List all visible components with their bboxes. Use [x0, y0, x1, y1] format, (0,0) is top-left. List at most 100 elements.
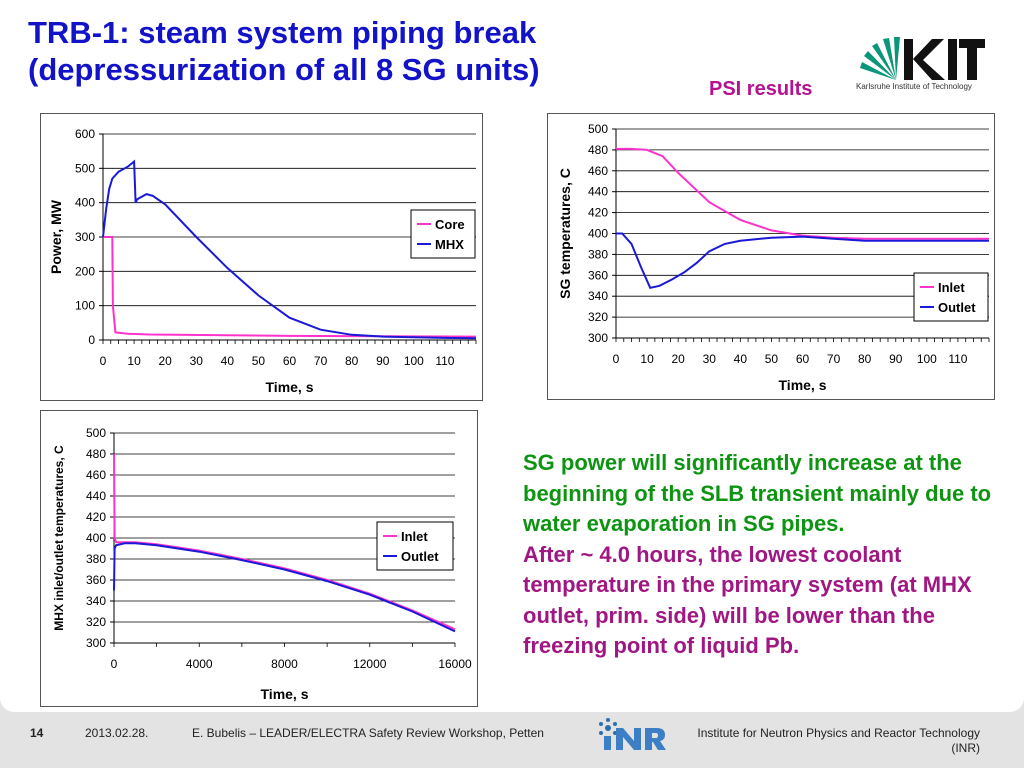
x-tick-label: 50 — [252, 354, 266, 368]
footer-institute: Institute for Neutron Physics and Reacto… — [678, 726, 980, 756]
power-chart: 0 100 200 300 400 500 600 0 10 20 30 40 50 60 70 80 90 10… — [48, 127, 477, 395]
y-tick-label: 300 — [86, 636, 106, 650]
y-tick-label: 100 — [75, 299, 95, 313]
legend-label: Core — [435, 217, 465, 232]
footer-event: E. Bubelis – LEADER/ELECTRA Safety Revie… — [192, 726, 544, 740]
x-tick-label: 0 — [100, 354, 107, 368]
x-tick-label: 40 — [221, 354, 235, 368]
psi-results-label: PSI results — [709, 78, 813, 100]
text-green: SG power will significantly increase at … — [523, 450, 992, 536]
inr-logo — [599, 718, 666, 750]
y-tick-label: 460 — [588, 164, 608, 178]
footer: 14 2013.02.28. E. Bubelis – LEADER/ELECT… — [0, 712, 1024, 768]
mhx-temperature-chart: 300 320 340 360 380 400 420 440 460 480 500 0 4000 80… — [52, 426, 472, 702]
series-line-inlet — [616, 147, 989, 240]
y-tick-label: 460 — [86, 468, 106, 482]
x-tick-label: 30 — [703, 352, 717, 366]
x-tick-label: 16000 — [438, 657, 472, 671]
x-tick-label: 30 — [190, 354, 204, 368]
y-tick-label: 500 — [75, 161, 95, 175]
legend-label: Inlet — [401, 529, 428, 544]
x-tick-label: 70 — [314, 354, 328, 368]
x-tick-label: 100 — [404, 354, 424, 368]
explanation-text: SG power will significantly increase at … — [523, 448, 1003, 662]
series-line-mhx — [102, 159, 477, 340]
x-tick-label: 12000 — [353, 657, 387, 671]
y-tick-label: 200 — [75, 264, 95, 278]
y-tick-label: 500 — [86, 426, 106, 440]
y-tick-label: 400 — [75, 196, 95, 210]
x-tick-label: 80 — [858, 352, 872, 366]
y-tick-label: 400 — [86, 531, 106, 545]
x-tick-label: 70 — [827, 352, 841, 366]
page-number: 14 — [30, 726, 44, 740]
series-line-core — [103, 236, 477, 338]
legend-label: MHX — [435, 237, 464, 252]
y-tick-label: 600 — [75, 127, 95, 141]
y-tick-label: 440 — [86, 489, 106, 503]
y-tick-label: 400 — [588, 227, 608, 241]
y-tick-label: 420 — [86, 510, 106, 524]
y-tick-label: 380 — [588, 247, 608, 261]
y-tick-label: 320 — [86, 615, 106, 629]
x-tick-label: 60 — [796, 352, 810, 366]
x-axis-title: Time, s — [779, 377, 827, 393]
y-tick-label: 340 — [86, 594, 106, 608]
y-tick-label: 500 — [588, 122, 608, 136]
x-tick-label: 40 — [734, 352, 748, 366]
x-tick-label: 60 — [283, 354, 297, 368]
chart-panel-power: 0 100 200 300 400 500 600 0 10 20 30 40 50 60 70 80 90 10… — [40, 113, 483, 401]
y-tick-label: 380 — [86, 552, 106, 566]
title-line-2: (depressurization of all 8 SG units) — [28, 52, 540, 87]
y-tick-label: 0 — [88, 333, 95, 347]
kit-caption: Karlsruhe Institute of Technology — [856, 82, 972, 91]
y-tick-label: 340 — [588, 289, 608, 303]
x-tick-label: 10 — [127, 354, 141, 368]
y-tick-label: 420 — [588, 206, 608, 220]
title-line-1: TRB-1: steam system piping break — [28, 15, 537, 50]
institute-line-1: Institute for Neutron Physics and Reacto… — [697, 726, 980, 740]
slide: TRB-1: steam system piping break (depres… — [0, 0, 1024, 712]
legend-box — [913, 272, 989, 322]
slide-title: TRB-1: steam system piping break (depres… — [28, 14, 628, 88]
kit-logo — [860, 37, 985, 80]
x-tick-label: 20 — [158, 354, 172, 368]
x-tick-label: 90 — [376, 354, 390, 368]
chart-panel-sg-temperatures: 300 320 340 360 380 400 420 440 460 480 500 0 10 20 30… — [547, 113, 995, 400]
chart-panel-mhx-temperatures: 300 320 340 360 380 400 420 440 460 480 500 0 4000 80… — [40, 410, 478, 707]
y-tick-label: 440 — [588, 185, 608, 199]
x-axis-title: Time, s — [266, 379, 314, 395]
x-tick-label: 50 — [765, 352, 779, 366]
x-tick-label: 4000 — [186, 657, 213, 671]
legend-label: Outlet — [938, 300, 976, 315]
x-tick-label: 80 — [345, 354, 359, 368]
sg-temperature-chart: 300 320 340 360 380 400 420 440 460 480 500 0 10 20 30… — [557, 122, 990, 393]
x-tick-label: 20 — [671, 352, 685, 366]
footer-date: 2013.02.28. — [85, 726, 149, 740]
y-tick-label: 360 — [86, 573, 106, 587]
x-tick-label: 8000 — [271, 657, 298, 671]
series-line-outlet — [616, 232, 989, 289]
x-axis-title: Time, s — [261, 686, 309, 702]
y-axis-title: MHX inlet/outlet temperatures, C — [52, 445, 66, 631]
y-tick-label: 300 — [75, 230, 95, 244]
y-axis-title: SG temperatures, C — [557, 168, 573, 299]
y-tick-label: 300 — [588, 331, 608, 345]
x-tick-label: 0 — [111, 657, 118, 671]
y-tick-label: 480 — [86, 447, 106, 461]
y-tick-label: 480 — [588, 143, 608, 157]
y-tick-label: 360 — [588, 268, 608, 282]
series-line-outlet — [113, 542, 456, 633]
y-tick-label: 320 — [588, 310, 608, 324]
x-tick-label: 110 — [948, 352, 967, 366]
x-tick-label: 0 — [613, 352, 620, 366]
legend-label: Inlet — [938, 280, 965, 295]
institute-line-2: (INR) — [951, 741, 980, 755]
x-tick-label: 100 — [917, 352, 937, 366]
text-purple: After ~ 4.0 hours, the lowest coolant te… — [523, 541, 972, 659]
legend-box — [376, 521, 454, 571]
legend-box — [410, 209, 476, 259]
y-axis-title: Power, MW — [48, 199, 64, 274]
x-tick-label: 10 — [640, 352, 654, 366]
x-tick-label: 90 — [889, 352, 903, 366]
